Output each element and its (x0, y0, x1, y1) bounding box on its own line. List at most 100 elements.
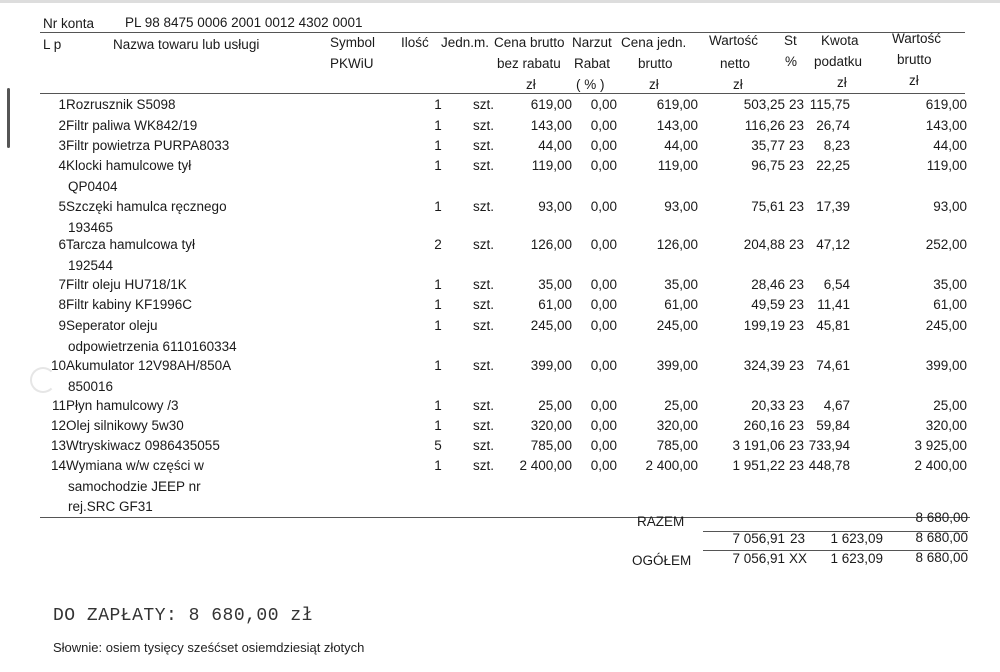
header-symbol: Symbol (330, 35, 376, 50)
cell-markup: 0,00 (590, 318, 617, 333)
cell-qty: 2 (434, 237, 442, 252)
cell-unit: szt. (473, 138, 495, 153)
cell-unit: szt. (473, 237, 495, 252)
cell-unit-price: 93,00 (664, 199, 698, 214)
cell-lp: 3 (58, 138, 66, 153)
cell-lp: 6 (58, 237, 66, 252)
cell-net: 3 191,06 (732, 438, 785, 453)
cell-unit-price: 44,00 (664, 138, 698, 153)
cell-markup: 0,00 (590, 358, 617, 373)
cell-unit-price: 61,00 (664, 297, 698, 312)
cell-unit: szt. (473, 318, 495, 333)
cell-tax: 26,74 (816, 118, 850, 133)
cell-name: Seperator oleju (66, 318, 158, 333)
header-discount: Rabat (574, 56, 611, 71)
rate-tax: 1 623,09 (830, 531, 883, 546)
cell-name: 193465 (68, 219, 114, 235)
cell-vat: 23 (789, 438, 805, 453)
cell-tax: 17,39 (816, 199, 850, 214)
total-net: 7 056,91 (732, 551, 785, 566)
cell-name: Filtr powietrza PURPA8033 (66, 138, 230, 153)
cell-lp: 12 (50, 418, 66, 433)
cell-unit-price: 126,00 (656, 237, 698, 252)
cell-gross-price: 61,00 (538, 297, 572, 312)
cell-unit: szt. (473, 97, 495, 112)
divider (40, 517, 970, 518)
cell-gross: 25,00 (933, 398, 967, 413)
header-net-unit: zł (733, 77, 743, 92)
cell-unit: szt. (473, 118, 495, 133)
total-vat: XX (789, 551, 808, 566)
cell-unit: szt. (473, 458, 495, 473)
cell-net: 28,46 (751, 277, 785, 292)
cell-markup: 0,00 (590, 158, 617, 173)
cell-unit-price: 25,00 (664, 398, 698, 413)
cell-tax: 6,54 (823, 277, 850, 292)
cell-qty: 1 (434, 418, 442, 433)
cell-vat: 23 (789, 458, 805, 473)
cell-name: 850016 (68, 378, 114, 394)
cell-net: 503,25 (743, 97, 785, 112)
cell-tax: 22,25 (816, 158, 850, 173)
cell-unit: szt. (473, 398, 495, 413)
cell-vat: 23 (789, 418, 805, 433)
cell-tax: 45,81 (816, 318, 850, 333)
amount-in-words: Słownie: osiem tysięcy sześćset osiemdzi… (53, 640, 365, 655)
header-name: Nazwa towaru lub usługi (113, 37, 260, 52)
cell-gross: 61,00 (933, 297, 967, 312)
razem-gross: 8 680,00 (915, 510, 968, 525)
cell-net: 35,77 (751, 138, 785, 153)
cell-qty: 5 (434, 438, 442, 453)
cell-unit-price: 35,00 (664, 277, 698, 292)
cell-net: 20,33 (751, 398, 785, 413)
cell-name: Wtryskiwacz 0986435055 (66, 438, 220, 453)
rate-vat: 23 (790, 531, 806, 546)
header-tax-unit: zł (837, 75, 847, 90)
cell-name: Szczęki hamulca ręcznego (66, 199, 227, 214)
cell-markup: 0,00 (590, 398, 617, 413)
cell-gross: 320,00 (925, 418, 967, 433)
cell-unit-price: 399,00 (656, 358, 698, 373)
cell-qty: 1 (434, 358, 442, 373)
cell-vat: 23 (789, 158, 805, 173)
cell-lp: 4 (58, 158, 66, 173)
header-lp: L p (43, 37, 62, 52)
cell-name: Rozrusznik S5098 (66, 97, 176, 112)
total-gross: 8 680,00 (915, 550, 968, 565)
cell-vat: 23 (789, 237, 805, 252)
header-vat-sub: % (785, 54, 798, 69)
cell-gross-price: 320,00 (530, 418, 572, 433)
header-unit-price: Cena jedn. (621, 35, 687, 50)
scan-mark (7, 88, 10, 148)
cell-tax: 4,67 (823, 398, 850, 413)
rate-gross: 8 680,00 (915, 530, 968, 545)
amount-due: DO ZAPŁATY: 8 680,00 zł (53, 606, 313, 626)
cell-net: 116,26 (744, 118, 785, 133)
header-gross-sub: brutto (897, 52, 932, 67)
cell-gross-price: 619,00 (530, 97, 572, 112)
cell-markup: 0,00 (590, 237, 617, 252)
header-unit-price-unit: zł (649, 77, 659, 92)
cell-gross-price: 44,00 (538, 138, 572, 153)
cell-vat: 23 (789, 398, 805, 413)
cell-gross-price: 126,00 (530, 237, 572, 252)
cell-name: 192544 (68, 257, 114, 273)
cell-lp: 13 (50, 438, 66, 453)
divider (40, 93, 965, 94)
cell-unit-price: 2 400,00 (645, 458, 698, 473)
header-gross-price-unit: zł (526, 77, 536, 92)
cell-name: Olej silnikowy 5w30 (66, 418, 184, 433)
cell-gross: 44,00 (933, 138, 967, 153)
cell-lp: 11 (51, 398, 66, 413)
cell-lp: 1 (58, 97, 66, 112)
cell-gross: 35,00 (933, 277, 967, 292)
cell-tax: 47,12 (816, 237, 850, 252)
scan-artifact (30, 367, 56, 393)
cell-lp: 8 (58, 297, 66, 312)
cell-tax: 59,84 (816, 418, 850, 433)
cell-markup: 0,00 (590, 118, 617, 133)
cell-gross: 245,00 (925, 318, 967, 333)
cell-markup: 0,00 (590, 418, 617, 433)
cell-vat: 23 (789, 277, 805, 292)
header-gross-unit: zł (909, 73, 919, 88)
